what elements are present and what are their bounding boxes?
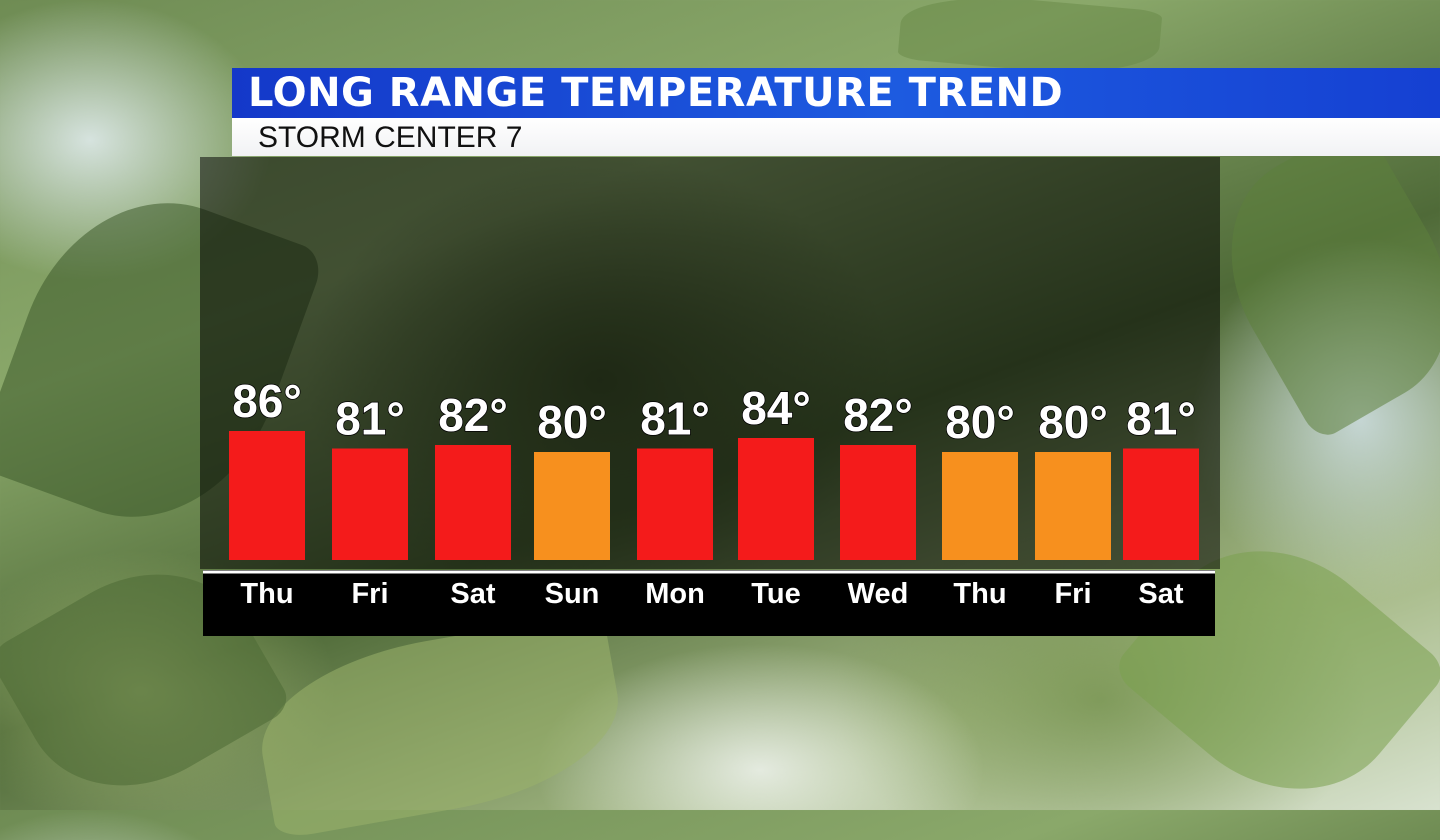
chart-title: LONG RANGE TEMPERATURE TREND [248, 70, 1064, 116]
temperature-bar [1123, 448, 1199, 560]
value-label: 81° [335, 393, 405, 445]
temperature-bar-chart: 86° Thu 81° Fri 82° Sat 80° Sun 81° Mon 84° Tue 82° W… [203, 374, 1215, 610]
temperature-bar [1035, 452, 1111, 560]
chart-subtitle: STORM CENTER 7 [258, 121, 523, 154]
day-tick-label: Sun [545, 578, 600, 610]
value-label: 86° [232, 375, 302, 427]
value-label: 81° [1126, 393, 1196, 445]
day-tick-label: Wed [848, 578, 909, 610]
value-label: 80° [945, 396, 1015, 448]
value-label: 81° [640, 393, 710, 445]
value-label: 80° [537, 396, 607, 448]
day-tick-label: Sat [450, 578, 495, 610]
temperature-bar [840, 445, 916, 560]
day-tick-label: Thu [240, 578, 293, 610]
day-tick-label: Tue [751, 578, 800, 610]
value-label: 82° [843, 389, 913, 441]
temperature-bar [942, 452, 1018, 560]
temperature-bar [435, 445, 511, 560]
value-label: 82° [438, 389, 508, 441]
day-tick-label: Fri [1054, 578, 1091, 610]
temperature-bar [534, 452, 610, 560]
day-tick-label: Thu [953, 578, 1006, 610]
subtitle-banner: STORM CENTER 7 [232, 118, 1440, 156]
temperature-bar [229, 431, 305, 560]
title-banner: LONG RANGE TEMPERATURE TREND [232, 68, 1440, 118]
day-tick-label: Mon [645, 578, 705, 610]
day-tick-label: Sat [1138, 578, 1183, 610]
value-label: 80° [1038, 396, 1108, 448]
day-tick-label: Fri [351, 578, 388, 610]
day-axis-strip [203, 570, 1215, 636]
temperature-bar [738, 438, 814, 560]
value-label: 84° [741, 382, 811, 434]
temperature-bar [637, 448, 713, 560]
temperature-bar [332, 448, 408, 560]
